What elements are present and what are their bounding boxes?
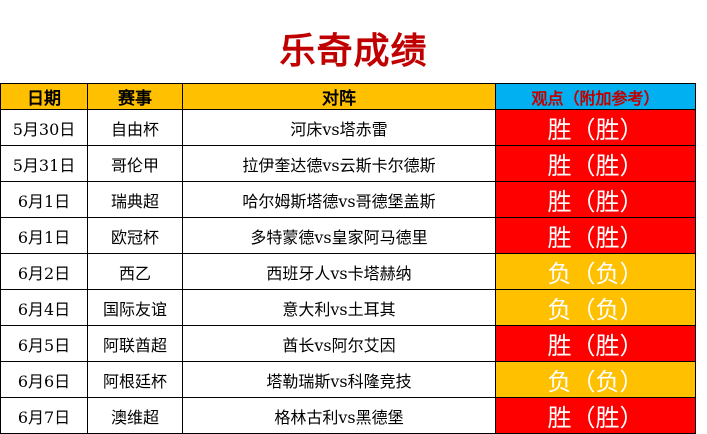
table-row: 6月1日 瑞典超 哈尔姆斯塔德vs哥德堡盖斯 胜（胜） (1, 182, 696, 218)
result-cell: 负（负） (496, 362, 696, 398)
result-cell: 胜（胜） (496, 146, 696, 182)
date-cell: 6月1日 (1, 218, 88, 254)
match-cell: 拉伊奎达德vs云斯卡尔德斯 (183, 146, 496, 182)
event-cell: 西乙 (88, 254, 183, 290)
match-cell: 酋长vs阿尔艾因 (183, 326, 496, 362)
event-cell: 瑞典超 (88, 182, 183, 218)
table-row: 6月5日 阿联酋超 酋长vs阿尔艾因 胜（胜） (1, 326, 696, 362)
table-row: 6月2日 西乙 西班牙人vs卡塔赫纳 负（负） (1, 254, 696, 290)
result-cell: 胜（胜） (496, 182, 696, 218)
match-cell: 意大利vs土耳其 (183, 290, 496, 326)
date-cell: 6月1日 (1, 182, 88, 218)
date-cell: 5月31日 (1, 146, 88, 182)
table-row: 6月4日 国际友谊 意大利vs土耳其 负（负） (1, 290, 696, 326)
table-row: 5月31日 哥伦甲 拉伊奎达德vs云斯卡尔德斯 胜（胜） (1, 146, 696, 182)
result-cell: 负（负） (496, 254, 696, 290)
match-cell: 塔勒瑞斯vs科隆竞技 (183, 362, 496, 398)
event-cell: 欧冠杯 (88, 218, 183, 254)
match-cell: 河床vs塔赤雷 (183, 110, 496, 146)
date-cell: 6月2日 (1, 254, 88, 290)
date-cell: 6月4日 (1, 290, 88, 326)
result-cell: 胜（胜） (496, 218, 696, 254)
header-view: 观点（附加参考） (496, 84, 696, 110)
page-title: 乐奇成绩 (0, 22, 707, 74)
match-cell: 哈尔姆斯塔德vs哥德堡盖斯 (183, 182, 496, 218)
table-row: 6月6日 阿根廷杯 塔勒瑞斯vs科隆竞技 负（负） (1, 362, 696, 398)
result-cell: 胜（胜） (496, 110, 696, 146)
match-cell: 西班牙人vs卡塔赫纳 (183, 254, 496, 290)
results-table: 日期 赛事 对阵 观点（附加参考） 5月30日 自由杯 河床vs塔赤雷 胜（胜） 5月3… (0, 83, 696, 434)
header-row: 日期 赛事 对阵 观点（附加参考） (1, 84, 696, 110)
table-row: 5月30日 自由杯 河床vs塔赤雷 胜（胜） (1, 110, 696, 146)
event-cell: 阿联酋超 (88, 326, 183, 362)
event-cell: 阿根廷杯 (88, 362, 183, 398)
match-cell: 多特蒙德vs皇家阿马德里 (183, 218, 496, 254)
event-cell: 自由杯 (88, 110, 183, 146)
date-cell: 5月30日 (1, 110, 88, 146)
result-cell: 胜（胜） (496, 326, 696, 362)
table-row: 6月1日 欧冠杯 多特蒙德vs皇家阿马德里 胜（胜） (1, 218, 696, 254)
date-cell: 6月5日 (1, 326, 88, 362)
result-cell: 负（负） (496, 290, 696, 326)
header-date: 日期 (1, 84, 88, 110)
header-event: 赛事 (88, 84, 183, 110)
date-cell: 6月6日 (1, 362, 88, 398)
event-cell: 哥伦甲 (88, 146, 183, 182)
header-match: 对阵 (183, 84, 496, 110)
event-cell: 国际友谊 (88, 290, 183, 326)
results-body: 5月30日 自由杯 河床vs塔赤雷 胜（胜） 5月31日 哥伦甲 拉伊奎达德vs云斯卡尔德斯… (1, 110, 696, 434)
